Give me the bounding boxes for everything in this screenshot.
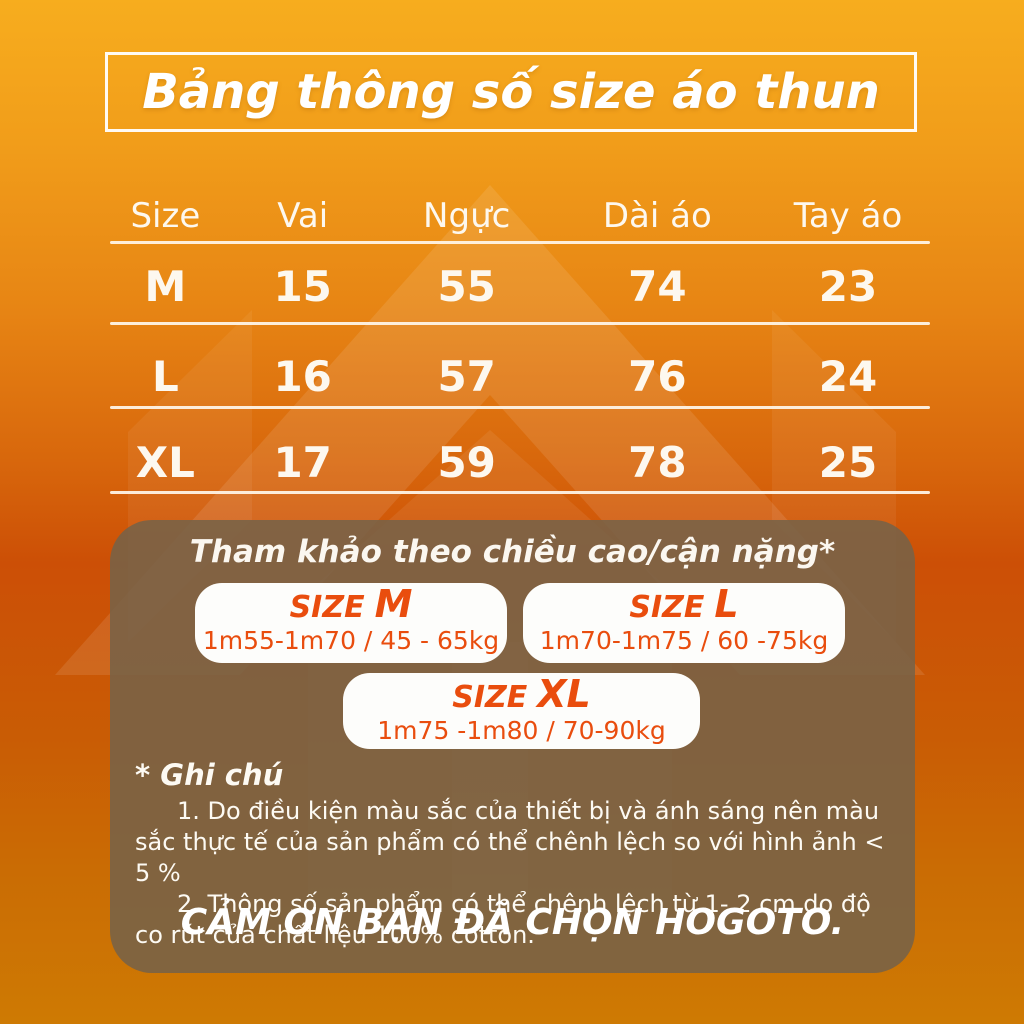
row-xl-dai-ao: 78 (628, 438, 687, 487)
size-card-m: SIZE M 1m55-1m70 / 45 - 65kg (195, 583, 507, 663)
column-header-size: Size (130, 196, 201, 236)
size-card-l-label: SIZE (629, 590, 705, 625)
row-l-dai-ao: 76 (628, 352, 687, 401)
table-row: XL 17 59 78 25 (110, 438, 930, 487)
size-card-l-letter: L (714, 583, 739, 626)
reference-panel-heading: Tham khảo theo chiều cao/cận nặng* (189, 534, 836, 570)
row-xl-tay-ao: 25 (818, 438, 878, 487)
table-row: L 16 57 76 24 (110, 352, 930, 401)
row-l-nguc: 57 (437, 352, 496, 401)
size-card-xl-title: SIZE XL (343, 673, 700, 716)
size-card-xl: SIZE XL 1m75 -1m80 / 70-90kg (343, 673, 700, 749)
size-card-l-title: SIZE L (523, 583, 845, 626)
thank-you-message: CẢM ƠN BẠN ĐÃ CHỌN HOGOTO. (180, 902, 845, 943)
table-divider (110, 241, 930, 244)
size-card-l: SIZE L 1m70-1m75 / 60 -75kg (523, 583, 845, 663)
notes-section: * Ghi chú 1. Do điều kiện màu sắc của th… (135, 758, 897, 951)
size-card-xl-label: SIZE (452, 680, 528, 715)
height-weight-reference-panel: Tham khảo theo chiều cao/cận nặng* SIZE M… (110, 520, 915, 973)
size-card-l-range: 1m70-1m75 / 60 -75kg (539, 626, 829, 655)
size-card-m-range: 1m55-1m70 / 45 - 65kg (202, 626, 500, 655)
row-m-nguc: 55 (437, 262, 496, 311)
size-card-m-label: SIZE (289, 590, 365, 625)
row-xl-vai: 17 (273, 438, 332, 487)
row-m-size: M (144, 262, 187, 311)
note-item-1: 1. Do điều kiện màu sắc của thiết bị và … (135, 797, 885, 887)
note-item-2: 2. Thông số sản phẩm có thể chênh lệch t… (135, 890, 871, 949)
title-frame: Bảng thông số size áo thun (105, 52, 917, 132)
notes-heading: * Ghi chú (135, 758, 284, 792)
table-divider (110, 322, 930, 325)
row-l-size: L (151, 352, 179, 401)
size-card-m-letter: M (374, 583, 413, 626)
column-header-vai: Vai (277, 196, 329, 236)
size-card-m-title: SIZE M (195, 583, 507, 626)
table-divider (110, 491, 930, 494)
size-card-xl-range: 1m75 -1m80 / 70-90kg (377, 716, 666, 745)
column-header-tay-ao: Tay áo (793, 196, 903, 236)
row-xl-size: XL (135, 438, 195, 487)
column-header-dai-ao: Dài áo (602, 196, 712, 236)
row-m-vai: 15 (273, 262, 332, 311)
row-m-dai-ao: 74 (628, 262, 687, 311)
table-header-row: Size Vai Ngực Dài áo Tay áo (110, 196, 930, 236)
row-l-vai: 16 (273, 352, 332, 401)
column-header-nguc: Ngực (423, 196, 511, 236)
row-l-tay-ao: 24 (818, 352, 878, 401)
table-divider (110, 406, 930, 409)
size-card-xl-letter: XL (537, 673, 591, 716)
row-xl-nguc: 59 (437, 438, 496, 487)
row-m-tay-ao: 23 (818, 262, 878, 311)
page-title: Bảng thông số size áo thun (142, 64, 880, 120)
table-row: M 15 55 74 23 (110, 262, 930, 311)
